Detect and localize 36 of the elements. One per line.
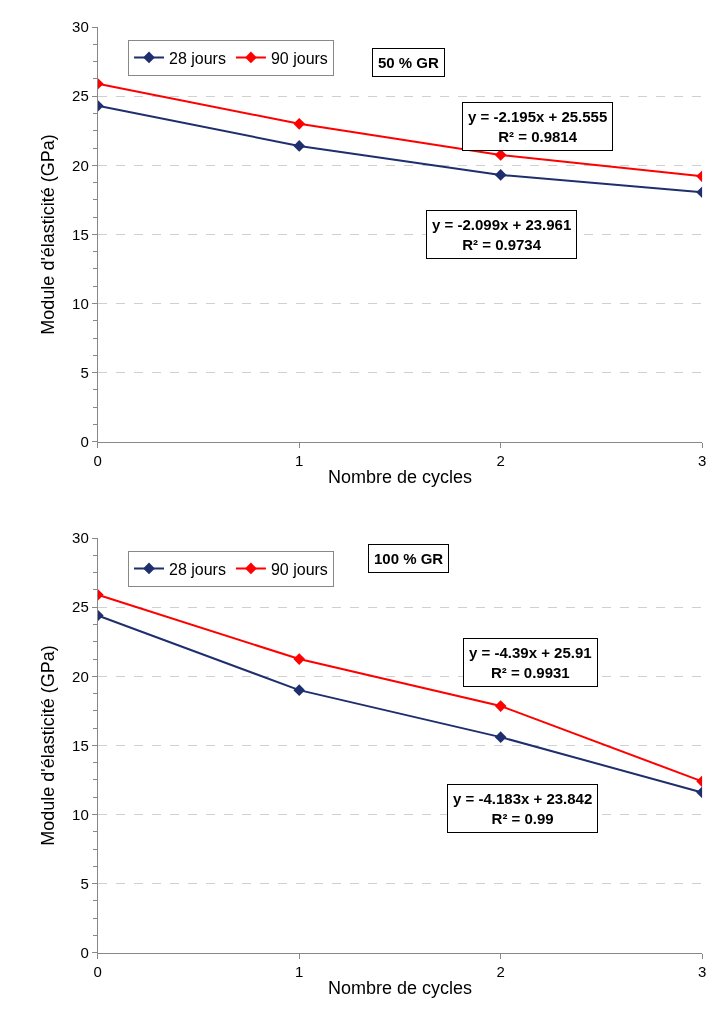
x-axis-title: Nombre de cycles xyxy=(327,977,472,998)
y-tick-label: 15 xyxy=(72,736,89,754)
x-tick-label: 1 xyxy=(295,962,304,980)
y-tick-label: 25 xyxy=(72,598,89,616)
y-tick-label: 20 xyxy=(72,667,89,685)
y-tick-label: 5 xyxy=(80,363,89,381)
x-tick-label: 1 xyxy=(295,451,304,469)
x-tick-label: 3 xyxy=(697,451,707,469)
annotation: 50 % GR xyxy=(378,54,440,71)
legend-label: 28 jours xyxy=(169,49,226,67)
y-axis-title: Module d'élasticité (GPa) xyxy=(38,645,59,846)
y-tick-label: 0 xyxy=(80,944,89,962)
y-tick-label: 30 xyxy=(72,529,89,547)
annotation: y = -2.195x + 25.555 R² = 0.9814 xyxy=(468,108,608,145)
legend-label: 90 jours xyxy=(270,560,328,578)
y-tick-label: 5 xyxy=(80,874,89,892)
x-tick-label: 3 xyxy=(697,962,707,980)
y-tick-label: 25 xyxy=(72,87,89,105)
annotation: y = -2.099x + 23.961 R² = 0.9734 xyxy=(432,216,572,253)
x-tick-label: 0 xyxy=(93,962,102,980)
y-axis-title: Module d'élasticité (GPa) xyxy=(38,134,59,335)
x-tick-label: 2 xyxy=(496,962,505,980)
annotation: 100 % GR xyxy=(374,550,444,567)
annotation: y = -4.183x + 23.842 R² = 0.99 xyxy=(453,790,593,827)
annotation: y = -4.39x + 25.91 R² = 0.9931 xyxy=(469,644,592,681)
legend-label: 28 jours xyxy=(169,560,226,578)
x-tick-label: 0 xyxy=(93,451,102,469)
x-axis-title: Nombre de cycles xyxy=(327,466,472,487)
y-tick-label: 10 xyxy=(72,805,89,823)
y-tick-label: 30 xyxy=(72,18,89,36)
y-tick-label: 10 xyxy=(72,294,89,312)
y-tick-label: 15 xyxy=(72,225,89,243)
legend-label: 90 jours xyxy=(270,49,328,67)
y-tick-label: 0 xyxy=(80,432,89,450)
x-tick-label: 2 xyxy=(496,451,505,469)
y-tick-label: 20 xyxy=(72,156,89,174)
